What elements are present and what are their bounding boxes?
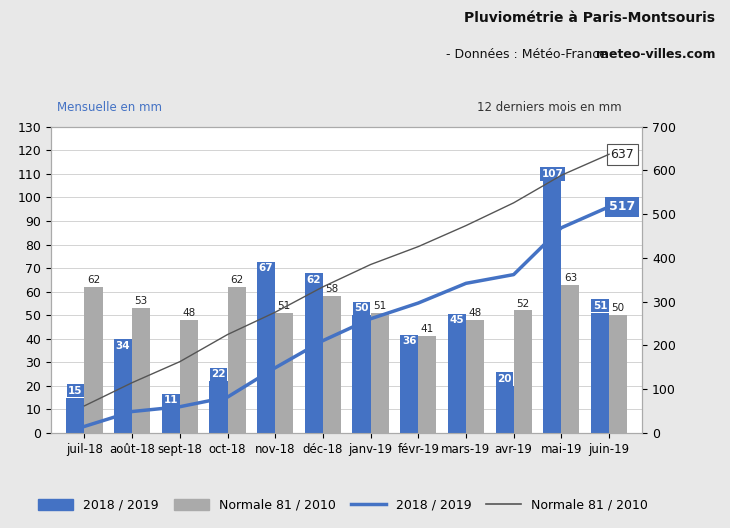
2018 / 2019 — [271, 365, 280, 371]
Text: 45: 45 — [450, 315, 464, 325]
2018 / 2019 — [414, 300, 423, 306]
Text: 107: 107 — [542, 169, 564, 179]
Text: 41: 41 — [420, 325, 434, 335]
2018 / 2019 — [80, 423, 89, 430]
Text: 50: 50 — [612, 303, 625, 313]
Text: 34: 34 — [116, 341, 131, 351]
Normale 81 / 2010 — [318, 284, 327, 290]
Text: 52: 52 — [516, 298, 529, 308]
Normale 81 / 2010 — [557, 172, 566, 178]
Bar — [609, 315, 627, 433]
Normale 81 / 2010 — [271, 309, 280, 315]
Text: 67: 67 — [259, 263, 274, 274]
Text: 62: 62 — [87, 275, 100, 285]
2018 / 2019 — [557, 224, 566, 231]
Normale 81 / 2010 — [414, 243, 423, 250]
2018 / 2019 — [318, 337, 327, 344]
Bar — [257, 275, 275, 433]
Text: 53: 53 — [134, 296, 148, 306]
Bar — [66, 398, 85, 433]
Normale 81 / 2010 — [366, 261, 375, 268]
Text: 50: 50 — [354, 303, 369, 313]
2018 / 2019 — [510, 271, 518, 278]
Normale 81 / 2010 — [223, 332, 232, 338]
2018 / 2019 — [128, 408, 137, 414]
Text: - Données : Météo-France: - Données : Météo-France — [442, 48, 607, 61]
Bar — [466, 320, 484, 433]
Text: 51: 51 — [593, 301, 607, 311]
Text: 20: 20 — [497, 374, 512, 384]
Text: 51: 51 — [277, 301, 291, 311]
Text: 517: 517 — [610, 200, 636, 213]
Normale 81 / 2010 — [604, 151, 613, 157]
Bar — [353, 315, 371, 433]
Normale 81 / 2010 — [128, 380, 137, 386]
Bar — [561, 285, 580, 433]
Line: 2018 / 2019: 2018 / 2019 — [85, 207, 609, 427]
Text: 11: 11 — [164, 395, 178, 405]
Text: Pluviométrie à Paris-Montsouris: Pluviométrie à Paris-Montsouris — [464, 11, 715, 25]
Bar — [85, 287, 103, 433]
2018 / 2019 — [223, 394, 232, 400]
Bar — [275, 313, 293, 433]
Text: 58: 58 — [326, 285, 339, 295]
Bar — [371, 313, 388, 433]
Text: 15: 15 — [68, 386, 82, 396]
Text: 63: 63 — [564, 272, 577, 282]
Bar — [210, 381, 228, 433]
Bar — [180, 320, 198, 433]
Bar — [228, 287, 246, 433]
Normale 81 / 2010 — [461, 222, 470, 229]
2018 / 2019 — [175, 403, 184, 410]
Text: 62: 62 — [307, 275, 321, 285]
Bar — [543, 181, 561, 433]
Normale 81 / 2010 — [510, 200, 518, 206]
Text: 51: 51 — [373, 301, 386, 311]
Bar — [447, 327, 466, 433]
Bar — [162, 407, 180, 433]
Normale 81 / 2010 — [80, 403, 89, 409]
Text: 22: 22 — [211, 369, 226, 379]
Bar — [418, 336, 437, 433]
Text: meteo-villes.com: meteo-villes.com — [596, 48, 715, 61]
Text: 36: 36 — [402, 336, 417, 346]
Text: 637: 637 — [610, 148, 634, 161]
Bar — [305, 287, 323, 433]
Bar — [114, 353, 132, 433]
Line: Normale 81 / 2010: Normale 81 / 2010 — [85, 154, 609, 406]
Text: 12 derniers mois en mm: 12 derniers mois en mm — [477, 101, 621, 115]
Bar — [132, 308, 150, 433]
Bar — [591, 313, 609, 433]
2018 / 2019 — [604, 204, 613, 210]
Bar — [514, 310, 531, 433]
Text: 48: 48 — [469, 308, 482, 318]
Bar — [400, 348, 418, 433]
2018 / 2019 — [461, 280, 470, 287]
Legend: 2018 / 2019, Normale 81 / 2010, 2018 / 2019, Normale 81 / 2010: 2018 / 2019, Normale 81 / 2010, 2018 / 2… — [33, 494, 653, 516]
Text: 62: 62 — [230, 275, 243, 285]
Normale 81 / 2010 — [175, 359, 184, 365]
Bar — [496, 386, 514, 433]
2018 / 2019 — [366, 316, 375, 322]
Text: 48: 48 — [182, 308, 196, 318]
Bar — [323, 296, 341, 433]
Text: Mensuelle en mm: Mensuelle en mm — [57, 101, 162, 115]
